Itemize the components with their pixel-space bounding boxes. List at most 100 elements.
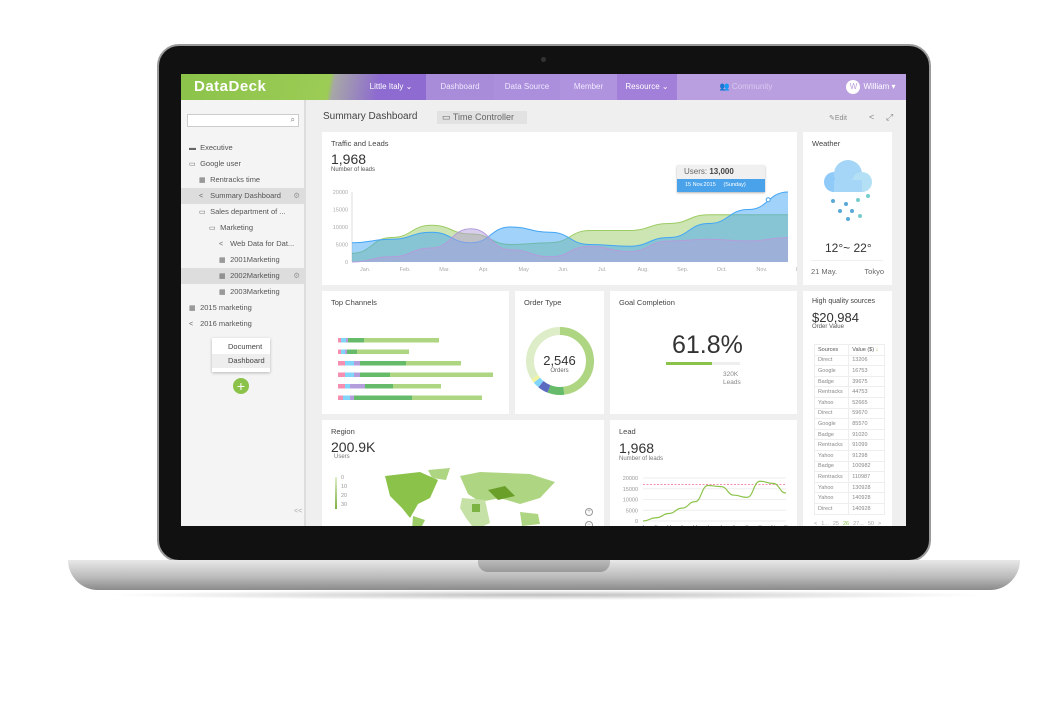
table-icon: ▦	[219, 289, 226, 296]
series-line	[351, 191, 789, 247]
bar-segment	[354, 395, 412, 400]
add-button[interactable]: +	[233, 378, 249, 394]
traffic-sub: Number of leads	[331, 167, 376, 173]
sidebar-item-label: Marketing	[220, 223, 254, 232]
bar-segment	[393, 384, 441, 389]
table-row: Badge 91020	[813, 428, 885, 441]
source-cell: Google	[813, 365, 850, 377]
source-cell: Badge	[813, 428, 850, 441]
expand-icon[interactable]: ⤢	[886, 112, 894, 122]
search-input[interactable]: ⌕	[187, 114, 299, 127]
y-tick-label: 5000	[336, 243, 348, 249]
time-controller-button[interactable]: ▭ Time Controller	[437, 111, 527, 124]
col-value[interactable]: Value ($) ↓	[848, 344, 885, 356]
sidebar-item[interactable]: ▭ Google user	[181, 156, 304, 172]
sidebar-item[interactable]: ▦ 2001Marketing	[181, 252, 304, 268]
lead-title: Lead	[619, 427, 636, 436]
nav-member[interactable]: Member	[560, 74, 617, 100]
weather-card: Weather 12°~ 22° 21 May. Tokyo	[803, 132, 892, 285]
chevron-down-icon: ⌄	[661, 82, 669, 91]
gear-icon[interactable]: ⚙	[293, 191, 300, 200]
x-tick-label: Dec.	[796, 267, 797, 273]
nav-community[interactable]: 👥 Community	[711, 74, 781, 100]
popup-dashboard[interactable]: Dashboard	[212, 354, 270, 368]
popup-document[interactable]: Document	[228, 342, 263, 351]
page-link[interactable]: 1...	[821, 521, 829, 526]
sidebar-item[interactable]: ▬ Executive	[181, 140, 304, 156]
sidebar-item-label: 2015 marketing	[200, 303, 252, 312]
col-sources[interactable]: Sources	[813, 344, 850, 356]
bar-segment	[360, 372, 390, 377]
sources-card: High quality sources $20,984 Order Value…	[803, 291, 892, 526]
x-tick-label: M	[693, 525, 698, 526]
traffic-value: 1,968	[331, 151, 367, 167]
order-type-donut	[526, 327, 594, 395]
goal-title: Goal Completion	[619, 298, 675, 307]
lead-sub: Number of leads	[619, 456, 664, 462]
page-link[interactable]: 25	[832, 521, 839, 526]
collapse-sidebar-button[interactable]: <<	[294, 508, 303, 515]
table-icon: ▦	[219, 257, 226, 264]
workspace-dropdown[interactable]: Little Italy ⌄	[357, 74, 425, 100]
page-link[interactable]: 27...	[853, 521, 864, 526]
legend-label: 0	[341, 475, 345, 481]
x-tick-label: Sep.	[677, 267, 689, 273]
bar-segment	[365, 384, 393, 389]
table-row: Google 85570	[813, 418, 885, 430]
page-link[interactable]: 50	[867, 521, 874, 526]
lead-chart: 0 5000 10000 15000 20000 J F M A M J J A S O N D	[623, 476, 788, 526]
sidebar-item[interactable]: ▦ 2015 marketing	[181, 300, 304, 316]
sidebar-item[interactable]: ▦ 2003Marketing	[181, 284, 304, 300]
traffic-card: Traffic and Leads 1,968 Number of leads …	[322, 132, 797, 285]
sidebar-item[interactable]: ▦ 2002Marketing ⚙	[181, 268, 304, 284]
sidebar-item-label: Summary Dashboard	[210, 191, 281, 200]
bar-segment	[350, 395, 354, 400]
page-link[interactable]: 26	[843, 521, 850, 526]
lead-card: Lead 1,968 Number of leads 0 5000 10000 150…	[610, 420, 797, 526]
laptop-shadow	[100, 590, 990, 600]
region-legend-bar	[335, 477, 337, 509]
page-link[interactable]: >	[877, 521, 882, 526]
screen: DataDeck Little Italy ⌄ Dashboard Data S…	[181, 74, 906, 526]
sidebar-item[interactable]: < Web Data for Dat...	[181, 236, 304, 252]
folder-open-icon: ▭	[199, 209, 206, 216]
zoom-out-button[interactable]: −	[585, 521, 593, 526]
sidebar-item[interactable]: ▦ Rentracks time	[181, 172, 304, 188]
sidebar-item[interactable]: ▭ Sales department of ...	[181, 204, 304, 220]
table-row: Direct 59670	[813, 407, 885, 420]
value-cell: 91020	[848, 428, 885, 441]
value-cell: 16753	[848, 365, 885, 377]
value-cell: 85570	[848, 418, 885, 430]
sidebar-item[interactable]: < 2016 marketing	[181, 316, 304, 332]
edit-label: Edit	[834, 115, 847, 122]
sidebar-item[interactable]: ▭ Marketing	[181, 220, 304, 236]
col-value-label: Value ($)	[852, 346, 875, 353]
zoom-in-button[interactable]: +	[585, 508, 593, 516]
bar-segment	[357, 349, 409, 354]
workspace-label: Little Italy	[369, 82, 404, 91]
nav-data-source[interactable]: Data Source	[494, 74, 560, 100]
share-icon[interactable]: <	[869, 112, 875, 122]
x-tick-label: N	[771, 525, 775, 526]
table-row: Direct 140928	[813, 502, 885, 515]
sidebar-item[interactable]: < Summary Dashboard ⚙	[181, 188, 304, 204]
logo[interactable]: DataDeck	[194, 78, 267, 95]
bar-segment	[338, 395, 343, 400]
order-value: 2,546	[543, 353, 576, 368]
share-icon: <	[199, 193, 204, 200]
value-cell: 140928	[848, 502, 885, 515]
nav-dashboard[interactable]: Dashboard	[426, 74, 494, 100]
nav-resource[interactable]: Resource ⌄	[617, 74, 677, 100]
source-cell: Google	[813, 418, 850, 430]
legend-label: 10	[341, 484, 348, 490]
x-tick-label: May	[519, 267, 530, 273]
bar-segment	[345, 349, 347, 354]
gear-icon[interactable]: ⚙	[293, 271, 300, 280]
y-tick-label: 10000	[333, 225, 348, 231]
edit-button[interactable]: ✎Edit	[829, 114, 847, 122]
bar-segment	[345, 384, 350, 389]
page-link[interactable]: <	[814, 521, 818, 526]
user-menu[interactable]: W William ▾	[841, 74, 901, 100]
value-cell: 59670	[848, 407, 885, 420]
x-tick-label: A	[680, 525, 684, 526]
